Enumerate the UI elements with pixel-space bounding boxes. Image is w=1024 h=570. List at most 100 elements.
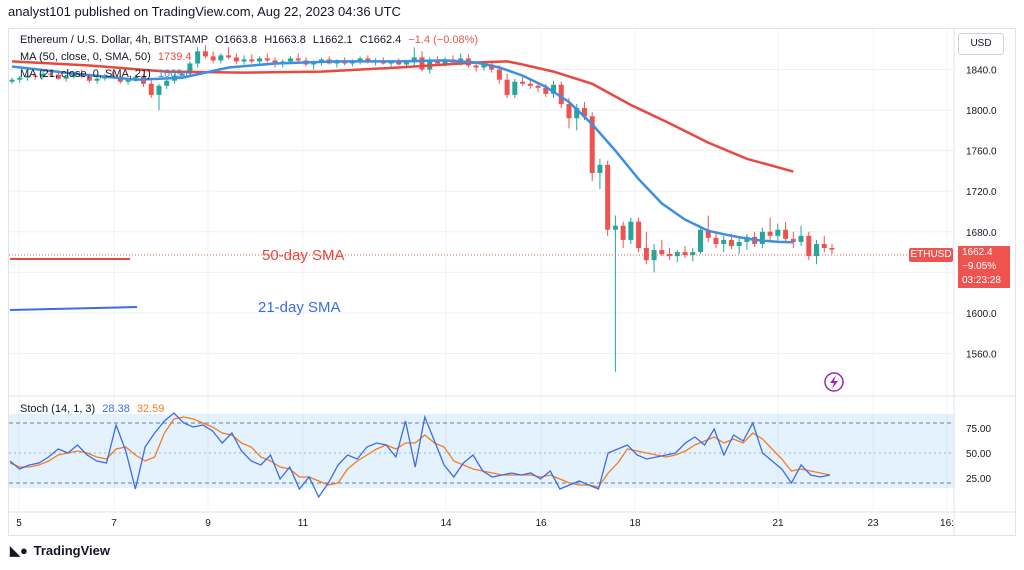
candle-body xyxy=(574,108,580,119)
candle-body xyxy=(597,164,603,173)
symbol-tag: ETHUSD xyxy=(909,248,953,262)
candle-body xyxy=(728,239,734,246)
candle-body xyxy=(736,241,742,246)
publisher-header: analyst101 published on TradingView.com,… xyxy=(8,4,401,19)
candle-body xyxy=(404,62,410,65)
candle-body xyxy=(481,64,487,68)
candle-body xyxy=(257,58,263,62)
candle-body xyxy=(690,252,696,256)
candle-body xyxy=(713,237,719,244)
candle-body xyxy=(636,221,642,248)
x-tick-label: 14 xyxy=(440,518,452,529)
lightning-icon[interactable] xyxy=(824,372,844,392)
candle-body xyxy=(148,83,154,95)
candle-body xyxy=(24,75,30,78)
stoch-tick-label: 25.00 xyxy=(966,474,991,485)
x-tick-label: 16: xyxy=(940,518,954,529)
x-tick-label: 7 xyxy=(111,518,117,529)
candle-body xyxy=(71,73,77,77)
candle-body xyxy=(295,58,301,61)
candle-body xyxy=(311,62,317,65)
candle-body xyxy=(48,73,54,75)
stochastic-lines xyxy=(9,412,831,499)
tradingview-footer[interactable]: ◣● TradingView xyxy=(10,543,110,559)
stoch-tick-label: 50.00 xyxy=(966,449,991,460)
candle-body xyxy=(721,239,727,244)
candle-body xyxy=(767,231,773,236)
x-tick-label: 23 xyxy=(867,518,879,529)
candle-body xyxy=(566,104,572,119)
candle-body xyxy=(697,229,703,253)
candle-body xyxy=(434,60,440,64)
x-tick-label: 18 xyxy=(629,518,641,529)
candle-body xyxy=(558,84,564,105)
candle-body xyxy=(17,77,23,80)
currency-button[interactable]: USD xyxy=(958,33,1004,55)
candle-body xyxy=(133,76,139,80)
candle-body xyxy=(164,80,170,86)
candle-body xyxy=(9,79,15,82)
candle-body xyxy=(705,229,711,238)
candle-body xyxy=(55,74,61,79)
annotation-21-sma: 21-day SMA xyxy=(258,299,341,316)
ma21-value: 1669.6 xyxy=(157,68,192,80)
candle-body xyxy=(419,57,425,70)
ma21-label: MA (21, close, 0, SMA, 21) xyxy=(20,68,151,80)
candle-body xyxy=(551,84,557,94)
candle-body xyxy=(605,164,611,230)
candle-body xyxy=(226,55,232,58)
bar-timer: 03:23:28 xyxy=(962,275,1001,286)
annotation-50-sma: 50-day SMA xyxy=(262,247,345,264)
candle-body xyxy=(218,55,224,61)
x-tick-label: 16 xyxy=(535,518,547,529)
candle-body xyxy=(783,229,789,239)
brand-label: TradingView xyxy=(33,543,110,558)
candle-body xyxy=(94,78,100,81)
candle-body xyxy=(86,76,92,81)
y-tick-label: 1720.0 xyxy=(966,187,997,198)
candle-body xyxy=(202,51,208,57)
candle-body xyxy=(195,51,201,64)
y-tick-label: 1560.0 xyxy=(966,349,997,360)
stoch-legend[interactable]: Stoch (14, 1, 3) 28.38 32.59 xyxy=(20,403,164,415)
ma-line xyxy=(11,59,794,244)
price-box: 1662.4 −9.05% 03:23:28 xyxy=(958,246,1010,288)
price-change: −9.05% xyxy=(962,261,997,272)
x-tick-label: 21 xyxy=(772,518,784,529)
candle-body xyxy=(40,73,46,77)
candle-body xyxy=(249,59,255,62)
candle-body xyxy=(264,58,270,61)
ma50-label: MA (50, close, 0, SMA, 50) xyxy=(20,51,151,63)
candle-body xyxy=(287,58,293,62)
ma21-legend[interactable]: MA (21, close, 0, SMA, 21) 1669.6 xyxy=(20,68,192,80)
candle-body xyxy=(396,61,402,65)
candle-body xyxy=(233,57,239,62)
symbol-legend: Ethereum / U.S. Dollar, 4h, BITSTAMP O16… xyxy=(20,34,478,46)
tradingview-logo-icon: ◣● xyxy=(10,543,28,558)
candle-body xyxy=(241,59,247,62)
candle-body xyxy=(659,250,665,255)
stoch-tick-label: 75.00 xyxy=(966,424,991,435)
y-tick-label: 1760.0 xyxy=(966,147,997,158)
candle-body xyxy=(775,229,781,236)
candle-body xyxy=(496,69,502,80)
candle-body xyxy=(520,81,526,84)
stoch-label: Stoch (14, 1, 3) xyxy=(20,403,96,415)
candle-body xyxy=(829,248,835,250)
stoch-k-line xyxy=(9,412,831,499)
candle-body xyxy=(790,238,796,242)
candle-body xyxy=(674,252,680,257)
candle-body xyxy=(535,85,541,88)
stoch-band xyxy=(9,414,954,488)
candle-body xyxy=(821,243,827,248)
moving-averages xyxy=(11,59,794,244)
candle-body xyxy=(63,76,69,79)
stoch-k-value: 28.38 xyxy=(102,403,130,415)
ma50-legend[interactable]: MA (50, close, 0, SMA, 50) 1739.4 xyxy=(20,51,192,63)
candle-body xyxy=(32,75,38,77)
candle-body xyxy=(125,79,131,82)
candle-body xyxy=(682,252,688,256)
candle-body xyxy=(156,85,162,95)
y-tick-label: 1680.0 xyxy=(966,228,997,239)
